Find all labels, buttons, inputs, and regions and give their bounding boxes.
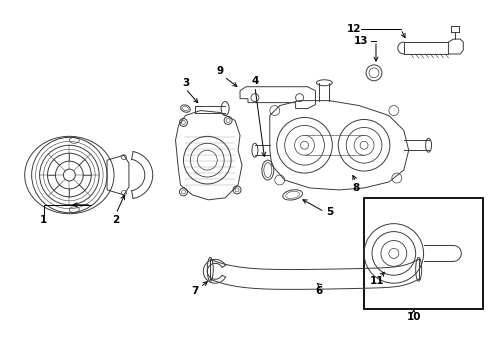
- Text: 3: 3: [182, 78, 189, 88]
- Text: 13: 13: [354, 36, 368, 46]
- Text: 11: 11: [370, 276, 384, 286]
- Text: 9: 9: [217, 66, 224, 76]
- Text: 2: 2: [112, 215, 120, 225]
- Text: 6: 6: [316, 286, 323, 296]
- Text: 12: 12: [347, 24, 362, 34]
- Text: 1: 1: [40, 215, 47, 225]
- Text: 8: 8: [352, 183, 360, 193]
- Text: 5: 5: [326, 207, 333, 217]
- Text: 7: 7: [192, 286, 199, 296]
- Bar: [364, 198, 483, 309]
- Text: 4: 4: [251, 76, 259, 86]
- Text: 10: 10: [406, 312, 421, 322]
